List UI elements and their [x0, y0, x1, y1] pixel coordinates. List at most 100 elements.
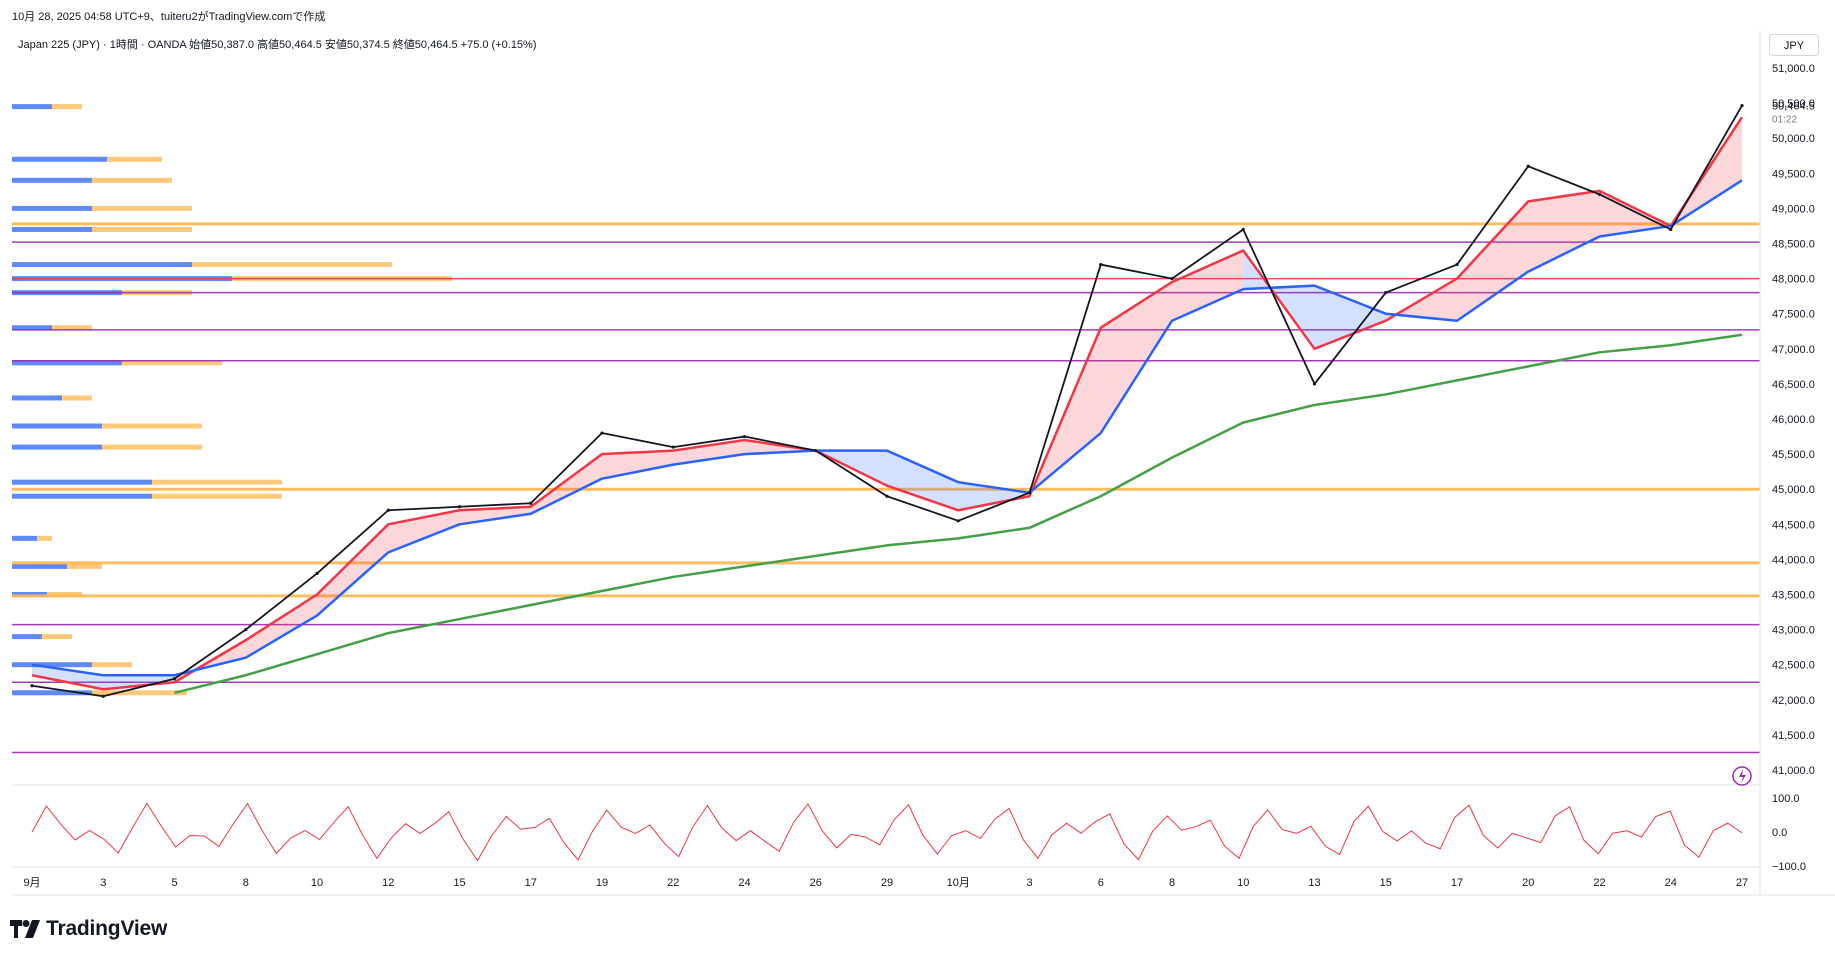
price-point — [814, 448, 818, 453]
x-tick-label: 12 — [382, 877, 394, 889]
x-tick-label: 20 — [1522, 877, 1534, 889]
volume-profile-down-bar — [42, 634, 72, 640]
volume-profile-down-bar — [62, 395, 92, 401]
ema-slow-line — [31, 179, 1743, 677]
y-tick-label: 49,500.0 — [1772, 168, 1815, 180]
volume-profile-down-bar — [152, 493, 282, 499]
ema-cloud-segment — [1172, 250, 1244, 321]
x-tick-label: 24 — [738, 877, 750, 889]
y-tick-label: 46,500.0 — [1772, 379, 1815, 391]
y-tick-label: 41,000.0 — [1772, 765, 1815, 777]
ema-cloud-segment — [530, 454, 602, 514]
x-tick-label: 15 — [453, 877, 465, 889]
moving-average-lines — [31, 116, 1744, 694]
price-point — [244, 628, 248, 632]
price-point — [671, 445, 675, 449]
volume-profile-up-bar — [12, 423, 102, 429]
price-point — [1597, 192, 1602, 196]
volume-profile-up-bar — [12, 563, 67, 569]
ema-cloud-segment — [1457, 201, 1529, 321]
ema-cloud-segment — [1599, 190, 1671, 237]
price-point — [457, 505, 462, 509]
price-point — [1027, 491, 1032, 495]
y-tick-label: 43,500.0 — [1772, 590, 1815, 602]
x-tick-label: 13 — [1308, 877, 1320, 889]
y-tick-label: 47,500.0 — [1772, 309, 1815, 321]
ema-cloud-segment — [1528, 190, 1600, 272]
volume-profile-up-bar — [12, 493, 152, 499]
volume-profile-up-bar — [12, 360, 122, 366]
x-tick-label: 29 — [881, 877, 893, 889]
x-tick-label: 6 — [1098, 877, 1104, 889]
y-tick-label: 44,500.0 — [1772, 519, 1815, 531]
volume-profile-down-bar — [107, 156, 162, 162]
volume-profile-down-bar — [92, 226, 192, 232]
lightning-icon — [1739, 769, 1746, 783]
tradingview-brand[interactable]: TradingView — [10, 917, 167, 941]
ema-cloud-segment — [958, 482, 1030, 511]
price-line — [31, 105, 1743, 698]
x-tick-label: 27 — [1736, 877, 1748, 889]
oscillator-pane — [31, 802, 1743, 862]
horizontal-levels — [12, 222, 1760, 754]
ema-cloud-segment — [245, 594, 317, 658]
symbol-legend: Japan 225 (JPY) · 1時間 · OANDA 始値50,387.0… — [18, 39, 537, 51]
ema-cloud-segment — [1314, 285, 1386, 349]
x-tick-label: 10 — [1237, 877, 1249, 889]
x-tick-label: 17 — [1451, 877, 1463, 889]
price-point — [956, 519, 960, 523]
y-tick-label: 45,000.0 — [1772, 484, 1815, 496]
volume-profile-down-bar — [67, 563, 102, 569]
price-point — [529, 501, 533, 505]
ema-cloud-segment — [673, 440, 745, 465]
ema-cloud-segment — [1100, 282, 1172, 434]
price-point — [1455, 262, 1459, 267]
volume-profile-up-bar — [12, 226, 92, 232]
volume-profile-up-bar — [12, 690, 92, 696]
price-point — [1526, 164, 1530, 168]
y-tick-label: 45,500.0 — [1772, 449, 1815, 461]
y-tick-label: 50,000.0 — [1772, 133, 1815, 145]
price-point — [101, 694, 105, 698]
price-point — [600, 431, 604, 435]
volume-profile-down-bar — [52, 104, 82, 110]
y-tick-label: 51,000.0 — [1772, 63, 1815, 75]
volume-profile-down-bar — [92, 205, 192, 211]
ema-cloud-segment — [317, 524, 389, 616]
price-point — [1384, 291, 1388, 295]
volume-profile-up-bar — [12, 395, 62, 401]
y-tick-label: 50,500.0 — [1772, 98, 1815, 110]
volume-profile-down-bar — [37, 535, 52, 541]
price-point — [386, 508, 390, 512]
price-point — [742, 434, 747, 439]
price-point — [30, 684, 34, 688]
x-tick-label: 24 — [1665, 877, 1677, 889]
ema-cloud-fill — [32, 117, 1742, 690]
ema-cloud-segment — [602, 450, 674, 479]
volume-profile-down-bar — [92, 177, 172, 183]
last-price-label: 50,464.5 — [1772, 101, 1815, 113]
brand-name: TradingView — [46, 917, 168, 940]
volume-profile-down-bar — [102, 423, 202, 429]
price-point — [315, 571, 319, 576]
x-tick-label: 5 — [171, 877, 177, 889]
tradingview-logo-icon — [10, 920, 40, 938]
volume-profile — [12, 104, 452, 696]
x-tick-label: 26 — [810, 877, 822, 889]
x-tick-label: 9月 — [23, 877, 40, 889]
y-tick-label: 46,000.0 — [1772, 414, 1815, 426]
currency-button[interactable]: JPY — [1769, 34, 1819, 56]
ema-cloud-segment — [887, 450, 959, 511]
oscillator-line — [31, 802, 1743, 862]
ema-cloud-segment — [459, 506, 531, 525]
y-tick-label: 42,000.0 — [1772, 695, 1815, 707]
volume-profile-up-bar — [12, 262, 192, 268]
price-point — [1740, 103, 1744, 108]
x-tick-label: 19 — [596, 877, 608, 889]
volume-profile-up-bar — [12, 156, 107, 162]
oscillator-tick-label: 100.0 — [1772, 793, 1800, 805]
alert-icon — [1732, 766, 1752, 786]
oscillator-tick-label: 0.0 — [1772, 827, 1787, 839]
x-tick-label: 22 — [1593, 877, 1605, 889]
